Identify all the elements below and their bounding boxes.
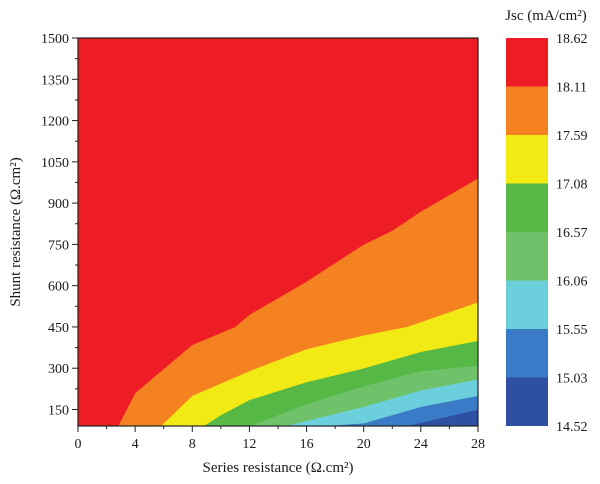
y-tick-label: 450	[48, 321, 69, 336]
y-tick-label: 300	[48, 362, 69, 377]
y-axis: 150 300 450 600 750 900 1050 1200 1350 1500	[41, 32, 78, 418]
y-tick-label: 1350	[41, 73, 69, 88]
x-tick-label: 28	[471, 437, 485, 452]
x-tick-label: 0	[75, 437, 82, 452]
colorbar-level-label: 14.52	[556, 420, 588, 435]
band-above-18.11	[78, 38, 478, 426]
y-tick-label: 1500	[41, 32, 69, 47]
y-tick-label: 600	[48, 280, 69, 295]
y-tick-label: 750	[48, 238, 69, 253]
x-tick-label: 20	[357, 437, 371, 452]
colorbar-level-label: 17.59	[556, 129, 588, 144]
y-axis-label: Shunt resistance (Ω.cm²)	[8, 157, 24, 306]
colorbar-swatch	[506, 232, 548, 281]
colorbar-swatch	[506, 86, 548, 135]
x-axis-label: Series resistance (Ω.cm²)	[202, 460, 353, 476]
y-tick-label: 1050	[41, 156, 69, 171]
colorbar-level-label: 18.62	[556, 32, 588, 47]
x-tick-label: 8	[189, 437, 196, 452]
colorbar-swatch	[506, 377, 548, 426]
colorbar-level-label: 16.06	[556, 275, 588, 290]
y-tick-label: 1200	[41, 115, 69, 130]
y-tick-label: 900	[48, 197, 69, 212]
contour-bands	[78, 38, 478, 426]
colorbar-swatch	[506, 280, 548, 329]
colorbar-level-label: 17.08	[556, 178, 588, 193]
colorbar-level-label: 15.03	[556, 372, 588, 387]
colorbar: 14.52 15.03 15.55 16.06 16.57 17.08 17.59 18.11…	[506, 32, 588, 435]
y-tick-label: 150	[48, 403, 69, 418]
x-tick-label: 4	[132, 437, 139, 452]
colorbar-swatch	[506, 329, 548, 378]
x-tick-label: 16	[300, 437, 314, 452]
x-tick-label: 24	[414, 437, 428, 452]
colorbar-swatch	[506, 183, 548, 232]
x-axis: 0 4 8 12 16 20 24 28	[75, 426, 485, 452]
x-tick-label: 12	[242, 437, 256, 452]
colorbar-swatch	[506, 38, 548, 87]
colorbar-swatch	[506, 135, 548, 184]
colorbar-title: Jsc (mA/cm²)	[505, 8, 587, 24]
colorbar-level-label: 16.57	[556, 226, 588, 241]
colorbar-level-label: 18.11	[556, 81, 587, 96]
colorbar-level-label: 15.55	[556, 323, 588, 338]
